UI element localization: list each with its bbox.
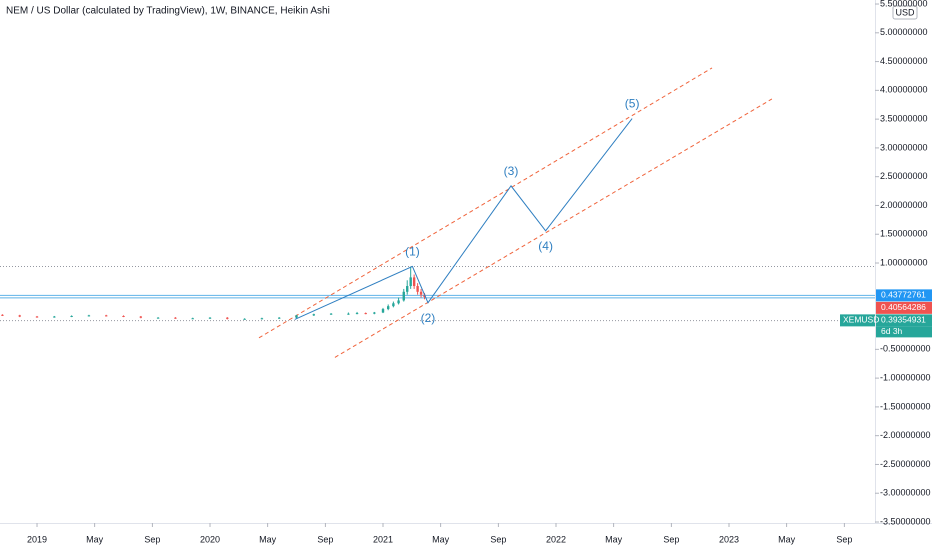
x-tick-label: 2020	[200, 534, 220, 544]
x-tick-label: Sep	[836, 534, 852, 544]
candle-body	[295, 315, 298, 318]
candle-body	[35, 316, 39, 318]
currency[interactable]: USD	[895, 7, 915, 17]
x-tick-label: 2021	[373, 534, 393, 544]
candle-body	[406, 286, 409, 292]
price-tag	[876, 289, 932, 302]
y-tick-label: 3.00000000	[880, 142, 928, 152]
candle-body	[243, 318, 246, 320]
candle-body	[105, 315, 108, 317]
candle-body	[381, 309, 385, 313]
channel-line	[334, 98, 773, 358]
x-tick-label: 2019	[27, 534, 47, 544]
candle-body	[329, 313, 333, 315]
x-tick-label: May	[778, 534, 796, 544]
x-tick-label: 2023	[719, 534, 739, 544]
candle-body	[392, 303, 395, 307]
candle-body	[355, 313, 359, 315]
candle-body	[278, 317, 281, 319]
x-tick-label: Sep	[663, 534, 679, 544]
channel-line	[258, 67, 713, 339]
y-tick-label: -2.50000000	[880, 459, 931, 469]
candle-body	[87, 315, 91, 317]
price-tag-label: 0.43772761	[881, 290, 926, 300]
candle-body	[373, 312, 376, 314]
wave-label: (4)	[538, 239, 553, 253]
candle-body	[70, 315, 73, 317]
price-tag	[876, 301, 932, 314]
wave-label: (2)	[421, 311, 436, 325]
y-tick-label: -3.00000000	[880, 488, 931, 498]
chart-title: NEM / US Dollar (calculated by TradingVi…	[6, 6, 330, 17]
countdown: 6d 3h	[881, 326, 903, 336]
x-tick-label: Sep	[490, 534, 506, 544]
x-tick-label: May	[86, 534, 104, 544]
wave-label: (1)	[405, 245, 420, 259]
y-tick-label: 2.00000000	[880, 200, 928, 210]
y-tick-label: -1.00000000	[880, 372, 931, 382]
candle-body	[156, 317, 160, 319]
y-tick-label: -1.50000000	[880, 401, 931, 411]
candle-body	[208, 317, 212, 319]
x-tick-label: Sep	[317, 534, 333, 544]
candle-body	[174, 317, 177, 319]
y-tick-label: -0.50000000	[880, 344, 931, 354]
price-tag	[876, 314, 932, 327]
candle-body	[416, 286, 419, 292]
y-tick-label: 4.00000000	[880, 85, 928, 95]
candle-body	[191, 318, 194, 320]
price-tag-label: 0.39354931	[881, 315, 926, 325]
candle-body	[122, 315, 125, 317]
candle-body	[364, 313, 367, 315]
x-tick-label: 2022	[546, 534, 566, 544]
symbol-tag	[840, 314, 875, 327]
candle-body	[386, 306, 390, 310]
candle-body	[53, 316, 56, 318]
x-tick-label: May	[259, 534, 277, 544]
y-tick-label: 5.00000000	[880, 27, 928, 37]
candle-body	[412, 277, 416, 287]
currency-box[interactable]	[892, 5, 918, 20]
candle-body	[139, 316, 143, 318]
countdown-box	[876, 326, 932, 338]
wave-label: (3)	[504, 164, 519, 178]
y-tick-label: 1.50000000	[880, 229, 928, 239]
x-tick-label: May	[432, 534, 450, 544]
candle-body	[397, 300, 400, 304]
y-tick-label: 3.50000000	[880, 114, 928, 124]
candle-body	[347, 313, 350, 315]
candle-body	[260, 318, 264, 320]
y-tick-label: -3.50000000	[880, 516, 931, 526]
candle-body	[226, 317, 229, 319]
y-tick-label: 4.50000000	[880, 56, 928, 66]
candle-body	[402, 291, 405, 301]
symbol-label: XEMUSD	[843, 315, 879, 325]
y-tick-label: -2.00000000	[880, 430, 931, 440]
elliott-wave	[294, 118, 633, 320]
candle-body	[409, 277, 412, 287]
y-tick-label: 5.50000000	[880, 0, 928, 8]
candle-body	[312, 314, 316, 316]
y-tick-label: 1.00000000	[880, 257, 928, 267]
wave-label: (5)	[625, 97, 640, 111]
candle-body	[18, 315, 21, 317]
x-tick-label: May	[605, 534, 623, 544]
candle-body	[419, 291, 423, 295]
candle-body	[1, 314, 4, 316]
y-tick-label: 2.50000000	[880, 171, 928, 181]
x-tick-label: Sep	[144, 534, 160, 544]
price-tag-label: 0.40564286	[881, 302, 926, 312]
